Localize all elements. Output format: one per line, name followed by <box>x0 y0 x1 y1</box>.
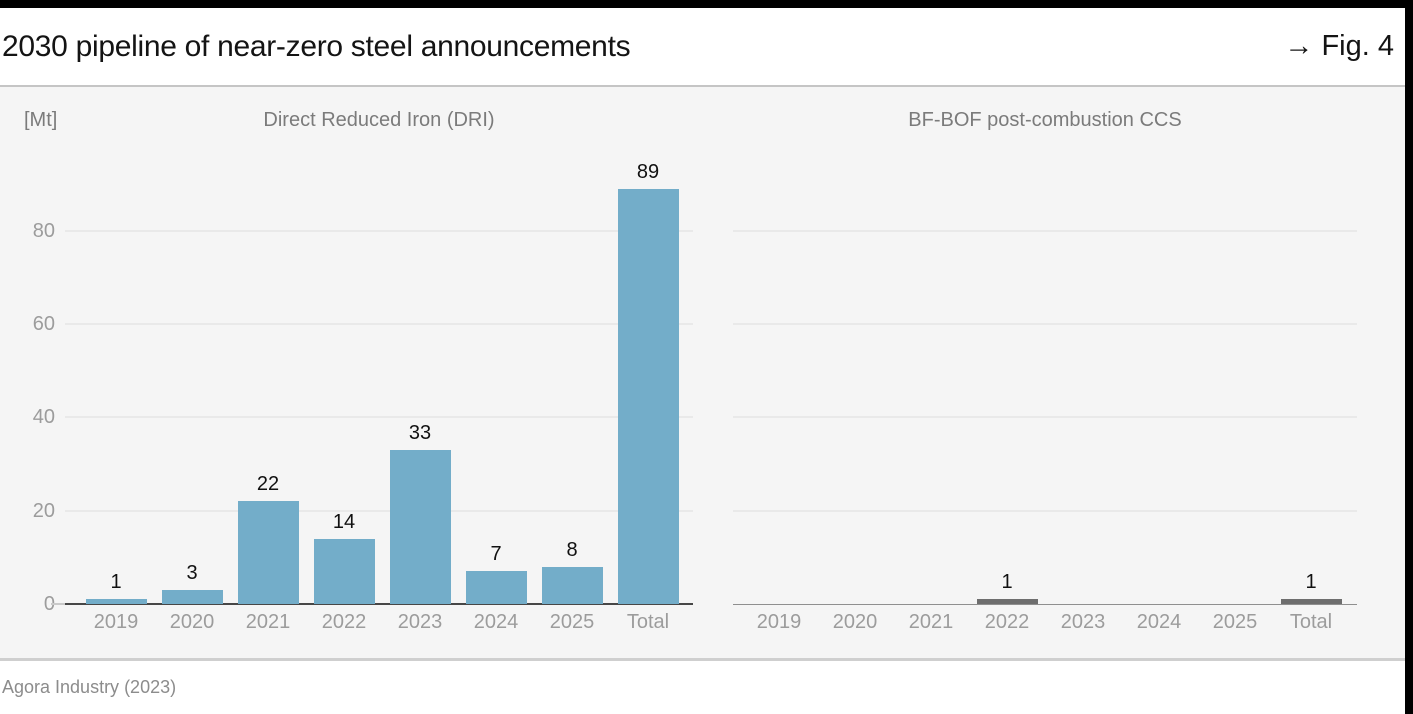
bar-dri-2022 <box>313 539 375 604</box>
zero-tick <box>51 603 65 605</box>
bar-value-label: 14 <box>332 511 356 533</box>
x-tick-label: 2021 <box>245 611 291 633</box>
x-axis-line-dri <box>65 603 693 605</box>
y-tick-label-0: 0 <box>43 593 55 615</box>
gridline-80 <box>733 229 1357 232</box>
x-tick-label: 2019 <box>756 611 802 633</box>
figure-header: 2030 pipeline of near-zero steel announc… <box>0 8 1405 85</box>
bar-dri-2023 <box>389 450 451 604</box>
x-tick-label: 2022 <box>321 611 367 633</box>
bar-dri-2025 <box>541 567 603 604</box>
bar-value-label: 89 <box>636 161 660 183</box>
bar-value-label: 3 <box>186 562 198 584</box>
x-tick-label: 2024 <box>473 611 519 633</box>
chart-footer-divider <box>0 658 1405 661</box>
gridline-20 <box>65 509 693 512</box>
bar-value-label: 22 <box>256 473 280 495</box>
gridline-80 <box>65 229 693 232</box>
bar-value-label: 1 <box>110 571 122 593</box>
bar-dri-2019 <box>85 599 147 604</box>
bar-value-label: 8 <box>566 539 578 561</box>
x-tick-label: 2020 <box>832 611 878 633</box>
unit-label: [Mt] <box>24 109 58 131</box>
gridline-60 <box>733 323 1357 326</box>
x-tick-label: 2025 <box>549 611 595 633</box>
x-tick-label: 2019 <box>93 611 139 633</box>
gridline-60 <box>65 323 693 326</box>
x-tick-label: 2023 <box>1060 611 1106 633</box>
gridline-40 <box>65 416 693 419</box>
source-credit: Agora Industry (2023) <box>2 677 177 697</box>
header-divider <box>0 85 1405 87</box>
frame-right-bar <box>1405 0 1413 714</box>
figure-title: 2030 pipeline of near-zero steel announc… <box>2 29 631 63</box>
bar-dri-2024 <box>465 571 527 604</box>
x-tick-label: 2023 <box>397 611 443 633</box>
chart-band: [Mt] Direct Reduced Iron (DRI) 0 20 40 60 80 2… <box>0 87 1405 658</box>
x-tick-label: 2020 <box>169 611 215 633</box>
gridline-20 <box>733 509 1357 512</box>
x-tick-label: 2024 <box>1136 611 1182 633</box>
bar-ccs-total <box>1280 599 1342 604</box>
bar-ccs-2022 <box>976 599 1038 604</box>
bar-value-label: 33 <box>408 422 432 444</box>
x-tick-label: 2022 <box>984 611 1030 633</box>
y-tick-label-40: 40 <box>32 406 55 429</box>
x-tick-label: Total <box>626 611 670 633</box>
panel-title-ccs: BF-BOF post-combustion CCS <box>908 109 1182 131</box>
gridline-40 <box>733 416 1357 419</box>
bar-value-label: 1 <box>1001 571 1013 593</box>
bar-dri-2021 <box>237 501 299 604</box>
frame-top-bar <box>0 0 1413 8</box>
y-tick-label-80: 80 <box>32 219 55 242</box>
x-tick-label: 2021 <box>908 611 954 633</box>
bar-dri-total <box>617 189 679 604</box>
figure-footer: Agora Industry (2023) <box>0 661 1405 714</box>
bar-dri-2020 <box>161 590 223 604</box>
panel-title-dri: Direct Reduced Iron (DRI) <box>263 109 495 131</box>
figure-number-label: → Fig. 4 <box>1284 30 1394 62</box>
bar-value-label: 1 <box>1305 571 1317 593</box>
y-tick-label-20: 20 <box>32 499 55 522</box>
x-axis-line-ccs <box>733 604 1357 605</box>
bar-value-label: 7 <box>490 543 502 565</box>
y-tick-label-60: 60 <box>32 313 55 336</box>
x-tick-label: Total <box>1289 611 1333 633</box>
x-tick-label: 2025 <box>1212 611 1258 633</box>
